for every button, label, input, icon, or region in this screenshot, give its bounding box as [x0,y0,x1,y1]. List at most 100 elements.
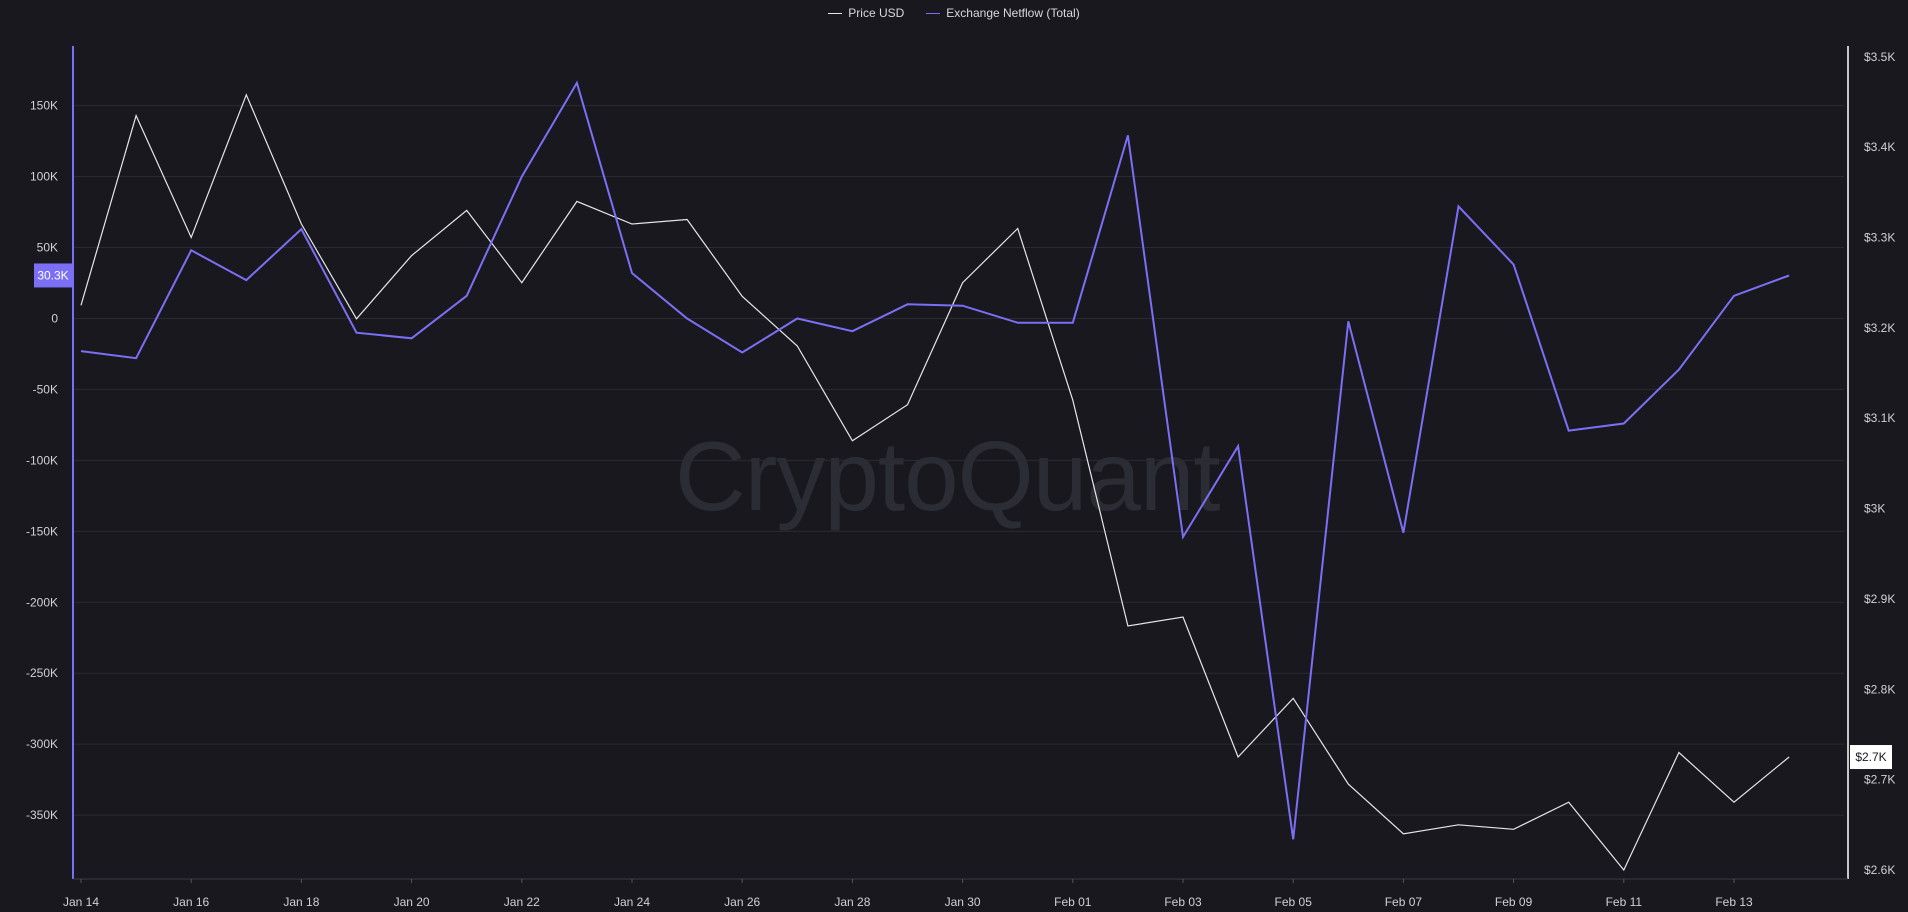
right-tick-label: $3.4K [1864,140,1895,154]
legend-item-price[interactable]: Price USD [828,6,904,20]
netflow-point[interactable] [354,330,360,336]
last-value-badge-right: $2.7K [1850,745,1892,770]
netflow-point[interactable] [1566,428,1572,434]
netflow-point[interactable] [1731,293,1737,299]
netflow-point[interactable] [298,226,304,232]
right-tick-label: $2.9K [1864,592,1895,606]
price-point[interactable] [78,302,84,308]
price-point[interactable] [354,316,360,322]
left-tick-label: -350K [26,808,58,822]
price-point[interactable] [574,198,580,204]
price-point[interactable] [1566,799,1572,805]
left-tick-label: -300K [26,737,58,751]
price-point[interactable] [1400,831,1406,837]
netflow-point[interactable] [1676,367,1682,373]
x-tick-label: Jan 26 [724,895,760,909]
left-tick-label: -250K [26,666,58,680]
price-point[interactable] [1070,397,1076,403]
netflow-point[interactable] [1786,272,1792,278]
price-point[interactable] [243,92,249,98]
left-tick-label: 150K [30,99,58,113]
price-point[interactable] [1621,867,1627,873]
price-point[interactable] [629,221,635,227]
netflow-point[interactable] [960,303,966,309]
price-point[interactable] [1015,226,1021,232]
left-tick-label: 0 [51,311,58,325]
left-tick-label: -200K [26,595,58,609]
netflow-point[interactable] [133,355,139,361]
netflow-point[interactable] [1180,534,1186,540]
netflow-point[interactable] [849,328,855,334]
right-tick-label: $3.1K [1864,411,1895,425]
price-point[interactable] [684,216,690,222]
price-point[interactable] [849,438,855,444]
netflow-point[interactable] [188,247,194,253]
right-tick-label: $2.6K [1864,863,1895,877]
netflow-point[interactable] [1125,132,1131,138]
netflow-point[interactable] [409,335,415,341]
grid-lines [74,105,1844,816]
price-point[interactable] [1676,750,1682,756]
price-point[interactable] [1180,614,1186,620]
x-tick-label: Jan 14 [63,895,99,909]
price-point[interactable] [1511,826,1517,832]
netflow-point[interactable] [1621,420,1627,426]
netflow-point[interactable] [1070,320,1076,326]
price-point[interactable] [1345,781,1351,787]
netflow-point[interactable] [1015,320,1021,326]
netflow-point[interactable] [1345,318,1351,324]
netflow-point[interactable] [464,293,470,299]
x-tick-label: Feb 13 [1715,895,1753,909]
price-point[interactable] [1731,799,1737,805]
series-line-price-usd[interactable] [80,93,1790,872]
netflow-point[interactable] [905,301,911,307]
left-tick-label: 100K [30,170,58,184]
x-tick-label: Jan 24 [614,895,650,909]
series-lines [78,80,1792,873]
netflow-point[interactable] [1456,203,1462,209]
netflow-point[interactable] [1511,262,1517,268]
x-tick-label: Jan 18 [283,895,319,909]
left-tick-label: -50K [33,382,58,396]
price-point[interactable] [133,113,139,119]
price-point[interactable] [794,343,800,349]
netflow-point[interactable] [519,174,525,180]
netflow-point[interactable] [794,315,800,321]
price-point[interactable] [1125,623,1131,629]
netflow-point[interactable] [629,270,635,276]
price-point[interactable] [905,402,911,408]
badge-bg [1850,745,1892,770]
netflow-point[interactable] [684,315,690,321]
x-tick-label: Jan 20 [394,895,430,909]
price-point[interactable] [960,280,966,286]
price-point[interactable] [1786,754,1792,760]
price-point[interactable] [519,280,525,286]
right-tick-label: $3.2K [1864,321,1895,335]
price-point[interactable] [464,207,470,213]
price-point[interactable] [1456,822,1462,828]
badge-text-left: 30.3K [37,268,68,282]
netflow-point[interactable] [1400,530,1406,536]
legend-item-netflow[interactable]: Exchange Netflow (Total) [926,6,1080,20]
x-tick-label: Feb 09 [1495,895,1533,909]
netflow-point[interactable] [78,348,84,354]
netflow-point[interactable] [739,350,745,356]
netflow-point[interactable] [1290,836,1296,842]
price-point[interactable] [739,293,745,299]
netflow-point[interactable] [574,80,580,86]
price-point[interactable] [1290,695,1296,701]
x-tick-label: Feb 11 [1606,895,1643,909]
x-tick-label: Feb 01 [1054,895,1092,909]
right-tick-label: $3.3K [1864,231,1895,245]
netflow-point[interactable] [243,277,249,283]
price-point[interactable] [1235,754,1241,760]
price-point[interactable] [188,235,194,241]
left-tick-label: 50K [37,241,58,255]
x-tick-label: Jan 28 [834,895,870,909]
netflow-point[interactable] [1235,443,1241,449]
price-point[interactable] [409,253,415,259]
series-line-exchange-netflow[interactable] [80,80,1790,840]
x-tick-label: Feb 07 [1385,895,1423,909]
